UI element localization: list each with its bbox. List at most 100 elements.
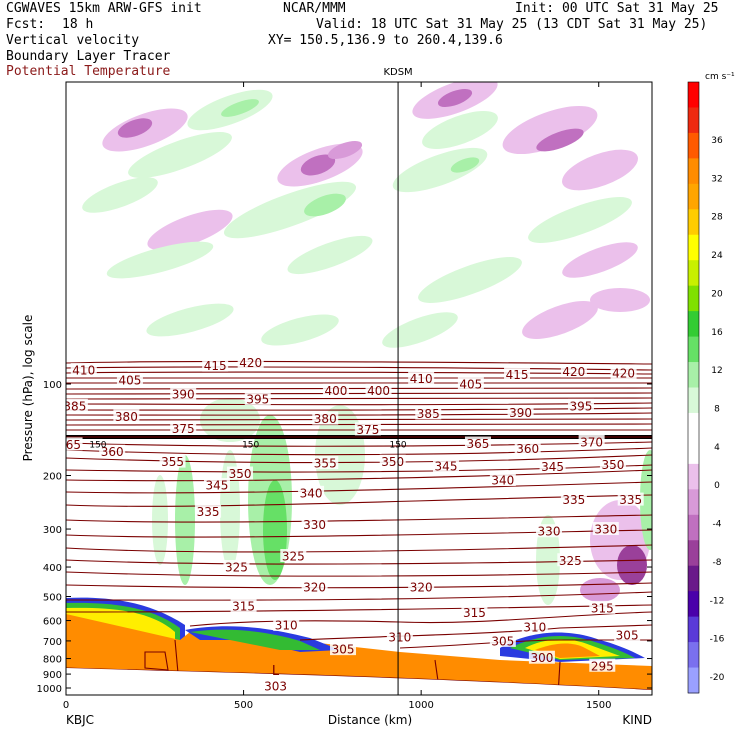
theta-label-text: 350 [381,455,404,469]
theta-label-text: 335 [619,493,642,507]
theta-label-text: 385 [417,407,440,421]
theta-label-bg [408,579,435,593]
theta-label: 410 [70,363,97,378]
theta-label-text: 420 [612,366,635,380]
theta-label-bg [195,504,222,518]
theta-label-text: 325 [225,561,248,575]
theta-label-bg [244,391,271,405]
theta-label: 320 [301,579,328,594]
x-tick-label: 500 [234,700,253,711]
theta-label-bg [312,456,339,470]
tropopause-mark: 150 [242,441,259,451]
colorbar-swatch [688,82,699,108]
right-station-label: KIND [622,713,652,727]
colorbar-swatch [688,285,699,312]
colorbar-label: 32 [711,174,722,184]
theta-label-text: 410 [410,372,433,386]
theta-label-bg [203,478,230,492]
colorbar-swatch [688,336,699,363]
theta-label: 365 [464,436,491,451]
theta-label: 395 [567,398,594,413]
y-tick-label: 1000 [37,684,62,695]
theta-label-text: 350 [601,458,624,472]
x-tick-label: 1000 [408,700,433,711]
theta-label-text: 305 [332,643,355,657]
theta-label-bg [386,630,413,644]
theta-label: 310 [521,619,548,634]
theta-label-bg [237,355,264,369]
theta-label-text: 415 [506,368,529,382]
theta-label-bg [592,522,619,536]
colorbar-label: 16 [711,328,723,338]
theta-label-bg [230,599,257,613]
colorbar-swatch [688,540,699,567]
y-tick-label: 400 [43,563,62,574]
theta-label-bg [330,642,357,656]
theta-label-bg [415,406,442,420]
theta-label-bg [514,441,541,455]
theta-label: 405 [116,372,143,387]
theta-label-text: 310 [275,618,298,632]
colorbar-label: -12 [710,596,725,606]
colorbar-label: 12 [711,366,722,376]
y-tick-label: 900 [43,670,62,681]
plot-frame [65,81,653,696]
theta-label: 410 [408,371,435,386]
theta-label: 295 [589,658,616,673]
theta-label-text: 320 [410,580,433,594]
theta-label-bg [489,473,516,487]
theta-label-bg [461,605,488,619]
theta-label: 375 [354,422,381,437]
theta-label: 380 [312,411,339,426]
theta-label-bg [116,372,143,386]
theta-label: 350 [227,466,254,481]
theta-label-text: 303 [264,680,287,694]
colorbar-swatch [688,565,699,592]
colorbar-label: -8 [713,558,722,568]
theta-label-bg [99,444,126,458]
theta-label-text: 340 [300,486,323,500]
theta-label-bg [504,367,531,381]
theta-label: 390 [170,387,197,402]
theta-label-text: 410 [72,364,95,378]
theta-label-bg [536,524,563,538]
colorbar-label: 24 [711,251,723,261]
theta-label-bg [433,458,460,472]
colorbar-swatch [688,642,699,669]
theta-label-bg [273,617,300,631]
chart-title: KDSM [383,67,412,78]
theta-label: 305 [330,642,357,657]
theta-label-bg [354,422,381,436]
theta-label: 320 [408,579,435,594]
theta-label-bg [170,421,197,435]
theta-label: 325 [280,549,307,564]
forecast-hour: 18 h [62,17,94,32]
theta-label-text: 330 [538,525,561,539]
theta-label-text: 315 [591,601,614,615]
colorbar-swatch [688,311,699,338]
theta-label-text: 325 [282,550,305,564]
theta-label: 330 [592,522,619,537]
tropopause-mark: 150 [89,441,106,451]
theta-label-text: 345 [205,479,228,493]
colorbar-label: 8 [714,405,720,415]
theta-label-bg [528,650,555,664]
theta-label-text: 385 [63,399,86,413]
terrain [66,668,652,695]
theta-label-bg [578,434,605,448]
theta-label-text: 370 [580,435,603,449]
theta-label-bg [539,459,566,473]
cross-section-endpoints: XY= 150.5,136.9 to 260.4,139.6 [268,33,503,48]
field-potential-temperature: Potential Temperature [6,64,171,79]
theta-label-bg [610,365,637,379]
theta-labels: 410 415 420 405 385 390 395 400 400 380 380 375 375 4… [63,355,644,694]
theta-label-bg [589,600,616,614]
theta-label: 370 [578,434,605,449]
theta-label: 360 [99,444,126,459]
colorbar-swatch [688,463,699,490]
y-axis: 100 200 300 400 500 600 700 800 900 1000 [37,380,652,695]
colorbar-label: -20 [710,673,725,683]
theta-label-text: 365 [467,437,490,451]
colorbar-swatch [688,209,699,236]
x-tick-label: 0 [63,700,69,711]
